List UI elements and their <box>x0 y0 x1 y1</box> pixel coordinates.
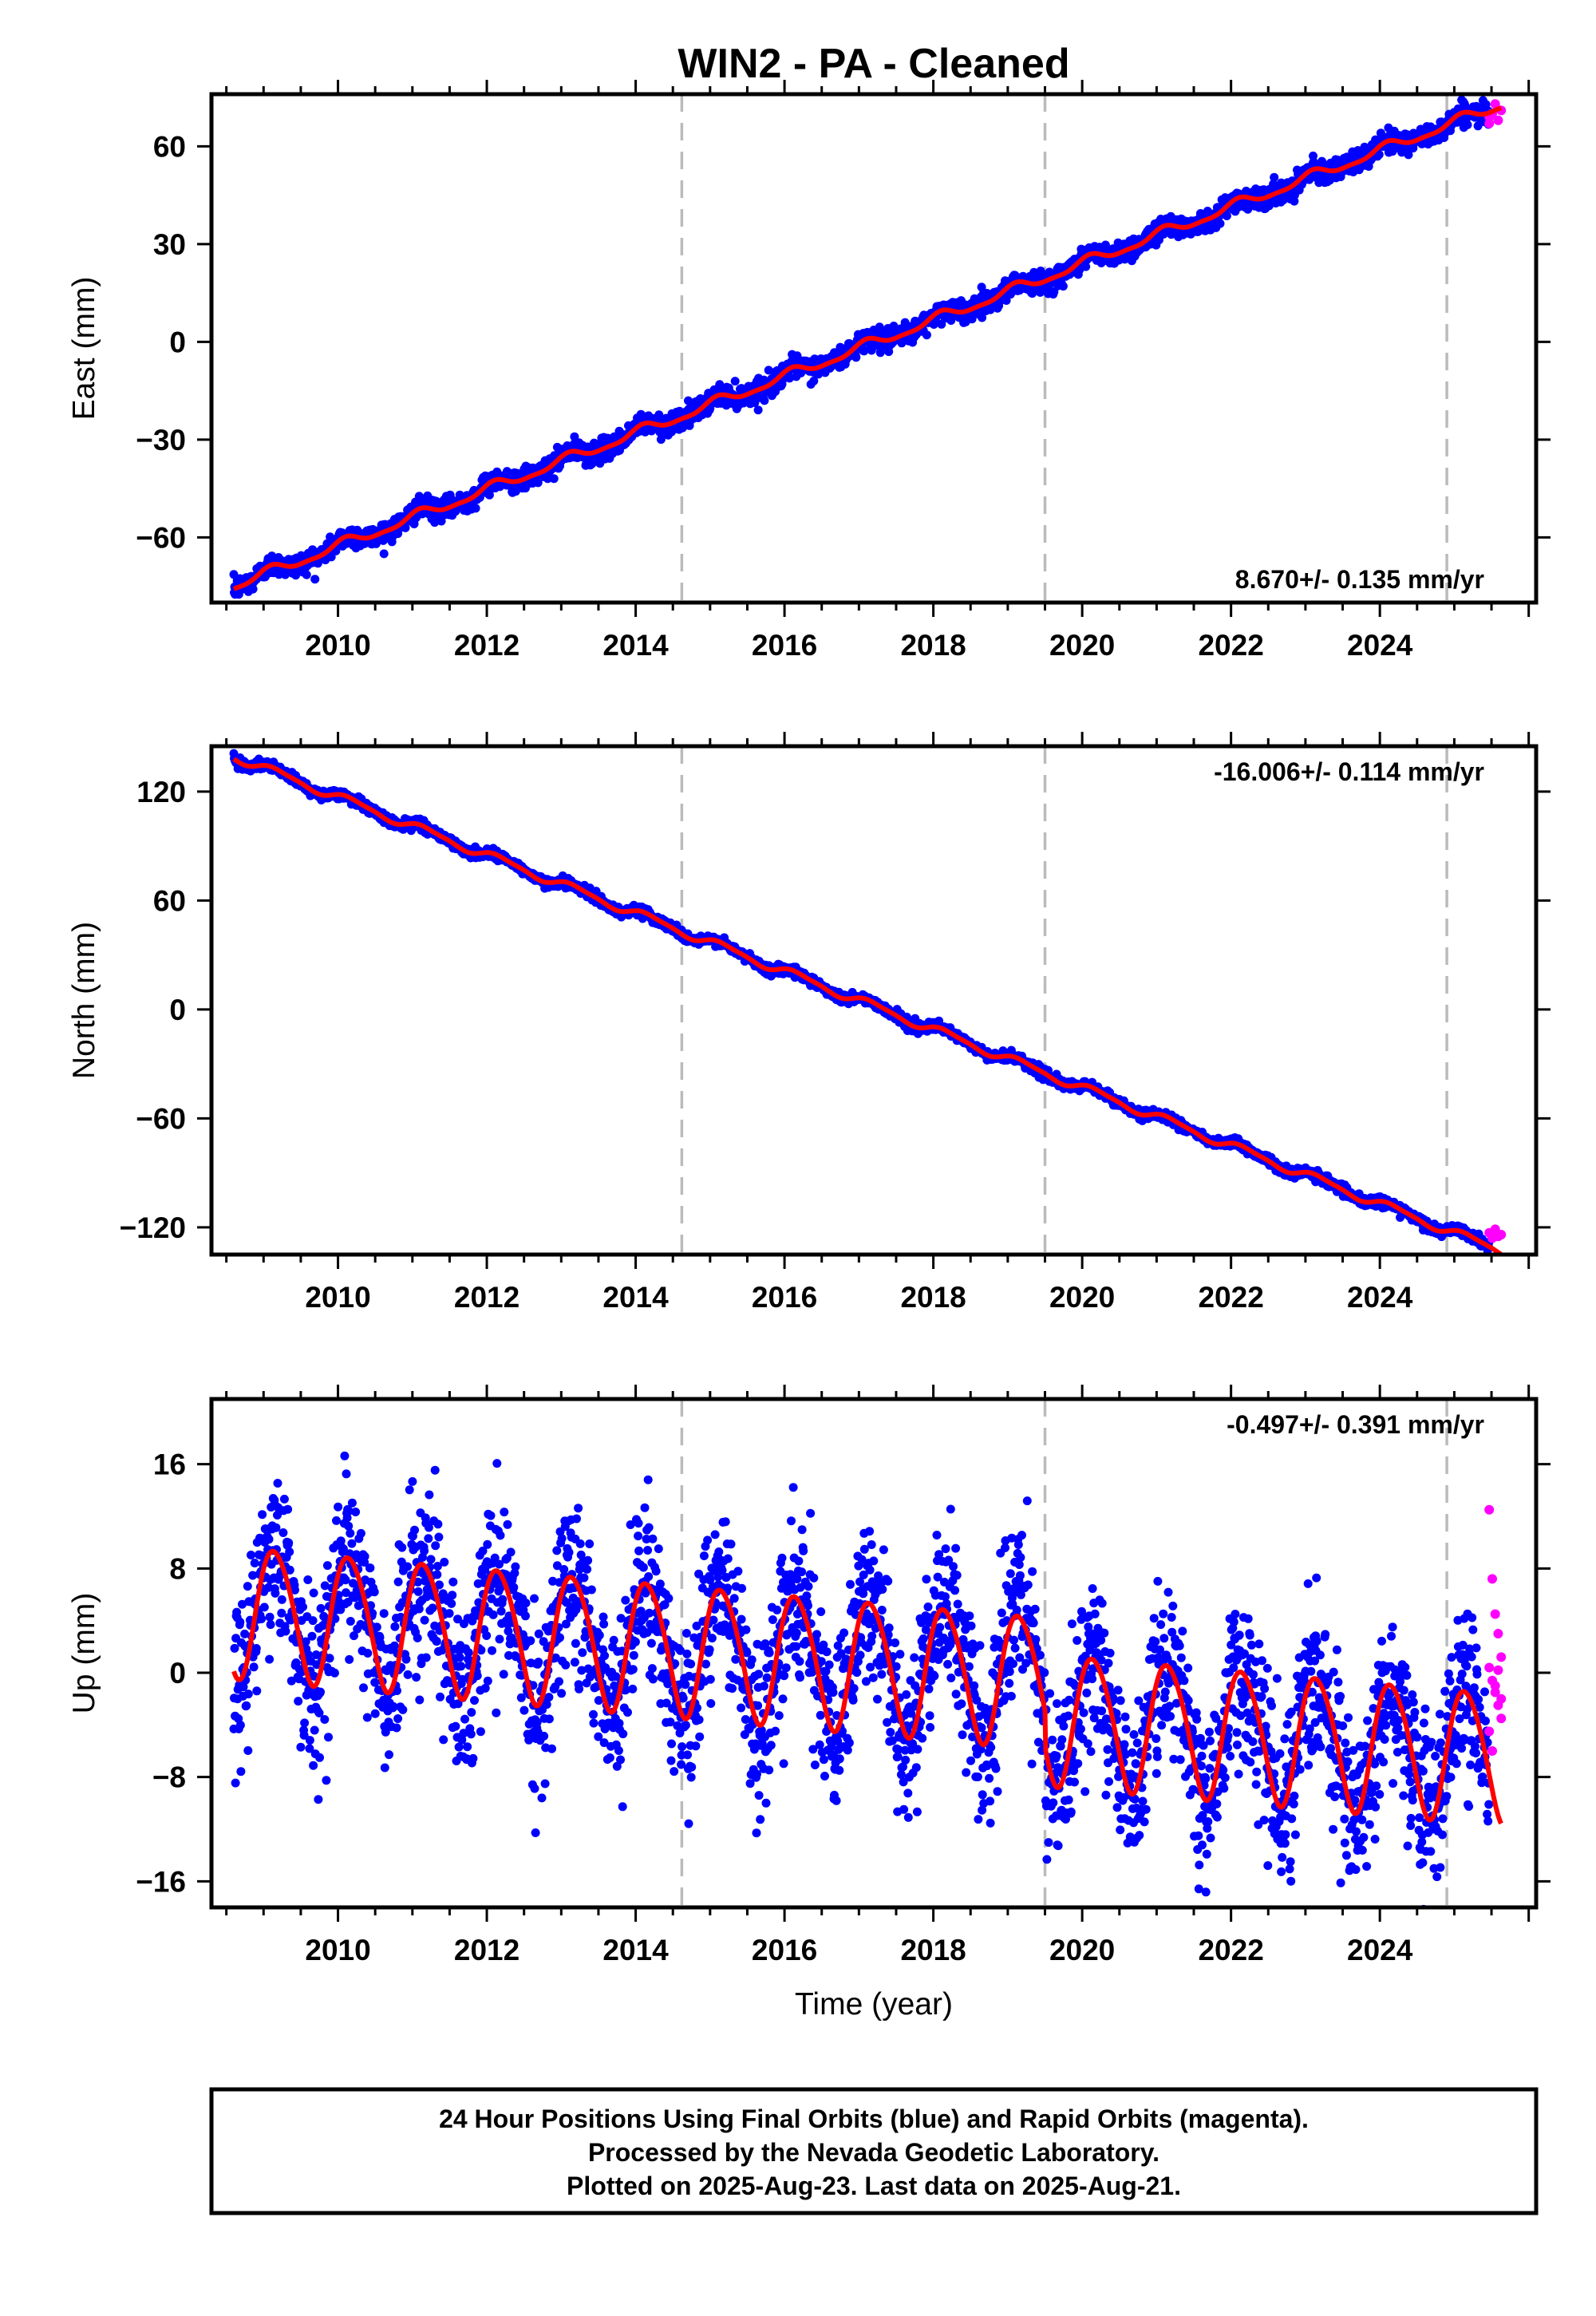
x-tick-label-east: 2016 <box>752 629 817 662</box>
final-point <box>1081 262 1091 271</box>
rapid-point <box>1490 99 1500 109</box>
final-point <box>760 396 769 405</box>
x-tick-label-east: 2024 <box>1347 629 1413 662</box>
final-point <box>1463 120 1472 129</box>
final-point <box>549 474 559 484</box>
chart-title: WIN2 - PA - Cleaned <box>678 41 1069 87</box>
final-point <box>1404 150 1413 160</box>
rapid-point <box>1493 115 1503 125</box>
final-point <box>302 570 311 579</box>
x-tick-label-east: 2010 <box>305 629 370 662</box>
y-tick-label-east: 60 <box>153 130 186 163</box>
final-orbit-points-east <box>229 95 1494 599</box>
final-point <box>764 366 773 375</box>
x-tick-label-east: 2012 <box>454 629 519 662</box>
final-point <box>1222 211 1231 220</box>
final-point <box>471 504 480 513</box>
final-point <box>1270 172 1279 182</box>
final-point <box>1264 201 1274 211</box>
y-tick-label-east: −30 <box>136 424 186 456</box>
y-axis-label-east: East (mm) <box>67 277 101 421</box>
final-point <box>851 353 861 362</box>
x-tick-label-east: 2014 <box>602 629 669 662</box>
x-tick-label-east: 2018 <box>900 629 966 662</box>
final-point <box>859 346 869 354</box>
final-point <box>248 584 258 594</box>
final-point <box>1215 219 1225 228</box>
final-point <box>753 405 763 415</box>
final-point <box>784 373 794 383</box>
panel-east: 2010 2012 2014 2016 2018 2020 2022 2024 −60 −30 0 3… <box>67 80 1551 662</box>
final-point <box>922 330 931 340</box>
final-point <box>884 347 894 357</box>
final-point <box>1001 296 1011 305</box>
rate-label-east: 8.670+/- 0.135 mm/yr <box>1235 565 1484 594</box>
final-point <box>437 516 446 526</box>
final-point <box>1374 150 1384 160</box>
final-point <box>326 552 336 562</box>
rapid-point <box>1484 118 1495 128</box>
model-fit-line-east <box>232 105 1503 591</box>
final-point <box>875 322 884 332</box>
final-point <box>379 549 389 559</box>
final-point <box>730 377 740 386</box>
panels: 2010 2012 2014 2016 2018 2020 2022 2024 −60 −30 0 3… <box>67 80 1551 2022</box>
final-point <box>533 478 543 488</box>
y-tick-label-east: 30 <box>153 228 186 261</box>
final-point <box>656 435 666 445</box>
final-point <box>587 459 597 468</box>
final-point <box>1058 282 1068 291</box>
y-tick-label-east: 0 <box>169 326 186 358</box>
final-point <box>809 376 819 385</box>
y-tick-label-east: −60 <box>136 521 186 554</box>
x-tick-label-east: 2020 <box>1049 629 1115 662</box>
final-point <box>570 432 579 441</box>
axes-frame-east <box>209 92 1539 605</box>
x-tick-label-east: 2022 <box>1198 629 1263 662</box>
panel-north: 2010 2012 2014 2016 2018 2020 2022 2024−120−600… <box>67 732 1551 1314</box>
final-point <box>310 575 320 584</box>
